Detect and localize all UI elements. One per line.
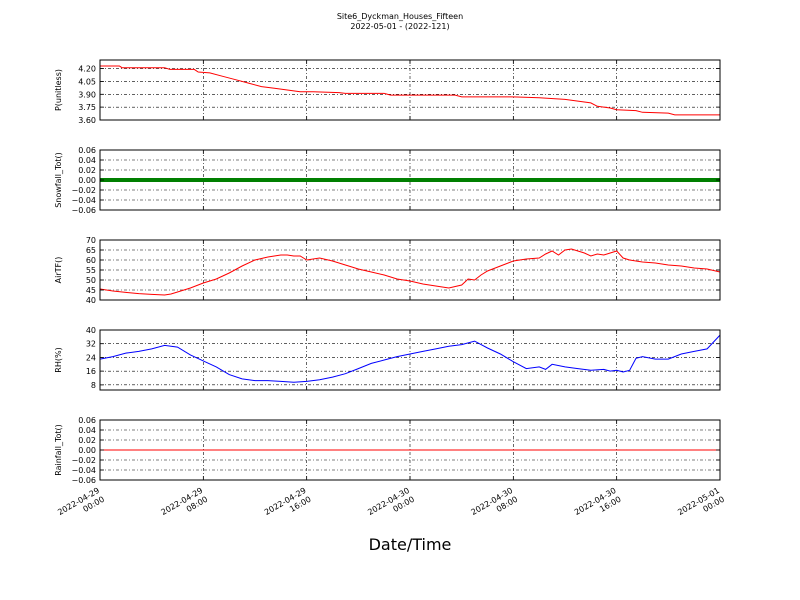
y-tick-label: 3.60: [78, 116, 96, 125]
y-tick-label: 45: [86, 286, 96, 295]
y-tick-label: 0.02: [78, 166, 96, 175]
x-tick-label: 2022-04-3016:00: [573, 486, 623, 526]
y-tick-label: 3.75: [78, 103, 96, 112]
y-tick-label: −0.06: [71, 476, 96, 485]
y-tick-label: 55: [86, 266, 96, 275]
y-tick-label: −0.06: [71, 206, 96, 215]
y-tick-label: 8: [91, 381, 96, 390]
y-tick-label: 0.06: [78, 416, 96, 425]
x-tick-label: 2022-04-2900:00: [56, 486, 106, 526]
y-tick-label: 16: [86, 367, 96, 376]
y-tick-label: 60: [86, 256, 96, 265]
y-tick-label: 50: [86, 276, 96, 285]
x-axis-label: Date/Time: [369, 535, 452, 554]
x-tick-label: 2022-04-3008:00: [470, 486, 520, 526]
y-axis-label: Rainfall_Tot(): [54, 424, 63, 476]
y-tick-label: 32: [86, 340, 96, 349]
x-tick-label: 2022-04-2908:00: [160, 486, 210, 526]
chart-panels: 4.204.053.903.753.60P(unitless)0.060.040…: [54, 59, 726, 526]
series-line: [99, 248, 721, 296]
y-tick-label: 4.05: [78, 77, 96, 86]
y-axis-label: Snowfall_Tot(): [54, 152, 63, 208]
figure-subtitle: 2022-05-01 - (2022-121): [350, 22, 449, 31]
y-tick-label: 3.90: [78, 90, 96, 99]
figure-title: Site6_Dyckman_Houses_Fifteen: [337, 12, 463, 21]
y-tick-label: 65: [86, 246, 96, 255]
y-tick-label: 24: [86, 353, 96, 362]
x-tick-label: 2022-05-0100:00: [676, 486, 726, 526]
x-tick-label: 2022-04-3000:00: [366, 486, 416, 526]
y-tick-label: 0.00: [78, 446, 96, 455]
y-tick-label: −0.02: [71, 456, 96, 465]
y-axis-label: AirTF(): [54, 257, 63, 284]
y-tick-label: 40: [86, 326, 96, 335]
x-tick-label: 2022-04-2916:00: [263, 486, 313, 526]
y-axis-label: P(unitless): [54, 69, 63, 111]
y-tick-label: 4.20: [78, 65, 96, 74]
y-tick-label: 0.02: [78, 436, 96, 445]
chart-panel: 0.060.040.020.00−0.02−0.04−0.06 Rainfall_…: [54, 416, 726, 526]
series-line: [100, 65, 720, 116]
y-axis-label: RH(%): [54, 347, 63, 372]
chart-panel: 40 32 24 16 8 RH(%): [54, 326, 721, 391]
y-tick-label: −0.02: [71, 186, 96, 195]
y-tick-label: 70: [86, 236, 96, 245]
y-tick-label: 0.04: [78, 426, 96, 435]
y-tick-label: −0.04: [71, 196, 96, 205]
y-tick-label: 0.00: [78, 176, 96, 185]
y-tick-label: 0.04: [78, 156, 96, 165]
y-tick-label: −0.04: [71, 466, 96, 475]
y-tick-label: 40: [86, 296, 96, 305]
series-line: [99, 334, 721, 383]
y-tick-label: 0.06: [78, 146, 96, 155]
chart-panel: 4.20 4.05 3.90 3.75 3.60 P(unitless): [54, 59, 721, 125]
chart-panel: 0.060.040.020.00−0.02−0.04−0.06 Snowfall_…: [54, 146, 721, 215]
